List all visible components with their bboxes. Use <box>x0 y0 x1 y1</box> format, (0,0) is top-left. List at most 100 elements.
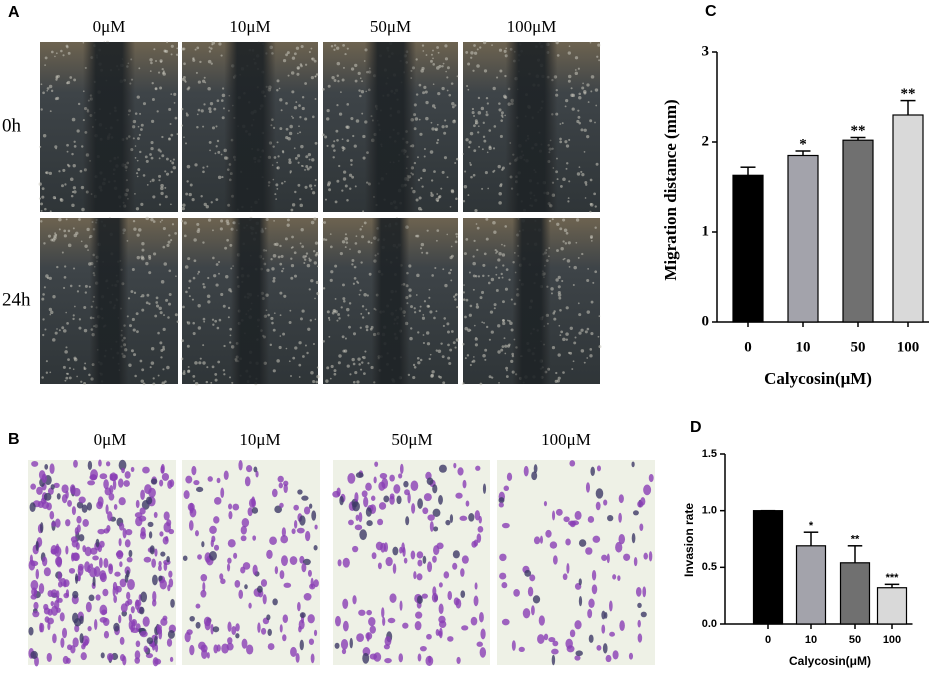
cell <box>173 101 176 104</box>
cell <box>574 56 579 60</box>
cell <box>506 472 513 482</box>
cell <box>500 111 504 115</box>
cell <box>66 163 70 166</box>
micrograph <box>322 41 459 213</box>
cell <box>152 377 155 380</box>
cell <box>53 545 62 557</box>
cell <box>286 51 290 55</box>
cell <box>301 562 307 573</box>
cell <box>61 326 65 330</box>
cell <box>442 268 445 271</box>
cell <box>349 158 353 162</box>
cell <box>421 44 425 47</box>
cell <box>160 356 163 359</box>
cell <box>221 87 225 90</box>
cell <box>186 164 191 169</box>
cell <box>588 634 594 643</box>
cell <box>290 257 293 260</box>
cell <box>62 54 65 57</box>
cell <box>351 175 355 179</box>
cell <box>313 261 317 265</box>
cell <box>276 141 279 144</box>
cell <box>150 217 154 222</box>
cell <box>310 47 313 50</box>
cell <box>356 380 360 384</box>
cell <box>313 59 317 63</box>
cell <box>584 330 588 334</box>
cell <box>501 522 510 529</box>
cell <box>456 157 459 161</box>
cell <box>389 474 395 482</box>
cell <box>150 141 154 145</box>
cell <box>612 574 617 580</box>
cell <box>284 237 288 241</box>
cell <box>181 339 185 343</box>
cell <box>594 88 599 92</box>
cell <box>340 91 342 94</box>
cell <box>301 106 305 111</box>
cell <box>474 275 478 278</box>
cell <box>312 342 315 346</box>
cell <box>156 627 163 635</box>
image-bg <box>182 460 320 665</box>
cell <box>220 99 224 102</box>
cell <box>210 623 214 635</box>
cell <box>146 637 154 645</box>
cell <box>423 155 426 158</box>
cell <box>182 47 186 51</box>
cell <box>272 598 278 606</box>
cell <box>361 305 365 308</box>
cell <box>207 59 212 64</box>
cell <box>578 313 582 317</box>
cell <box>136 255 141 260</box>
cell <box>44 64 46 66</box>
y-tick-label: 1.5 <box>702 448 717 460</box>
cell <box>183 490 190 500</box>
cell <box>352 282 356 285</box>
cell <box>575 650 583 657</box>
cell <box>73 140 76 143</box>
cell <box>473 51 478 55</box>
cell <box>437 51 440 54</box>
cell <box>72 317 75 321</box>
y-axis-label: Migration distance (mm) <box>661 99 680 280</box>
cell <box>226 221 230 226</box>
cell <box>147 521 154 528</box>
cell <box>580 128 584 132</box>
micrograph <box>180 41 319 212</box>
cell <box>557 285 561 289</box>
cell <box>274 566 279 575</box>
cell <box>130 349 134 353</box>
cell <box>168 107 172 111</box>
cell <box>489 310 494 314</box>
cell <box>415 198 419 202</box>
cell <box>50 238 54 242</box>
cell <box>174 313 178 317</box>
cell <box>565 538 571 546</box>
cell <box>446 330 450 334</box>
cell <box>389 493 395 500</box>
cell <box>119 636 125 645</box>
cell <box>181 206 185 211</box>
cell <box>479 382 483 386</box>
cell <box>89 567 97 578</box>
cell <box>648 551 653 562</box>
cell <box>119 522 125 531</box>
cell <box>322 287 326 290</box>
cell <box>351 263 354 266</box>
cell <box>288 158 292 162</box>
cell <box>432 555 437 563</box>
cell <box>592 535 601 543</box>
cell <box>432 83 435 85</box>
cell <box>145 261 149 266</box>
cell <box>72 590 79 599</box>
cell <box>348 519 354 526</box>
cell <box>130 290 134 294</box>
cell <box>537 634 545 644</box>
cell <box>501 243 503 246</box>
cell <box>543 633 549 641</box>
cell <box>341 240 346 244</box>
cell <box>578 539 587 547</box>
cell <box>283 294 287 298</box>
cell <box>580 328 584 332</box>
